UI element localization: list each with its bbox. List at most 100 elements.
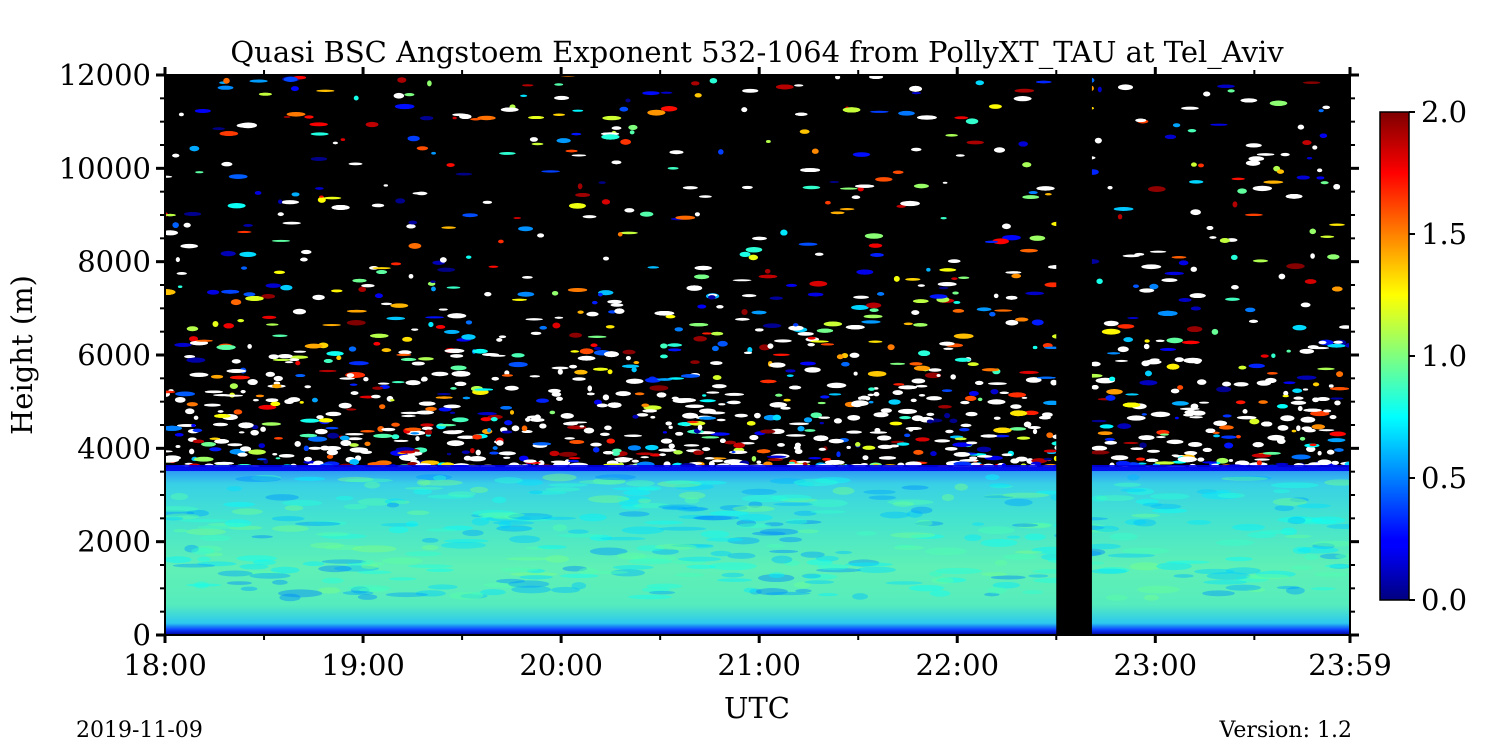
noise-speckle — [189, 448, 195, 455]
noise-speckle — [611, 451, 620, 456]
layer-cell — [786, 518, 808, 525]
noise-speckle — [1104, 437, 1115, 441]
layer-cell — [591, 570, 629, 574]
layer-cell — [1221, 476, 1268, 481]
layer-cell — [885, 581, 923, 585]
noise-speckle — [1224, 442, 1234, 449]
noise-speckle — [754, 412, 761, 419]
layer-cell — [321, 559, 367, 564]
layer-cell — [1297, 546, 1339, 554]
noise-speckle — [176, 272, 187, 275]
layer-cell — [1227, 475, 1272, 481]
noise-speckle — [1145, 370, 1152, 377]
noise-speckle — [604, 425, 612, 431]
noise-speckle — [1261, 421, 1273, 427]
noise-speckle — [818, 416, 831, 419]
noise-speckle — [500, 405, 513, 410]
noise-speckle — [1188, 180, 1204, 184]
layer-cell — [684, 497, 700, 504]
noise-speckle — [587, 335, 607, 339]
layer-cell — [1156, 562, 1192, 571]
noise-speckle — [437, 267, 456, 272]
layer-cell — [1286, 586, 1305, 595]
noise-speckle — [617, 232, 623, 237]
noise-speckle — [570, 350, 579, 353]
noise-speckle — [1219, 238, 1230, 243]
layer-cell — [1002, 492, 1050, 498]
noise-speckle — [217, 410, 224, 413]
noise-speckle — [189, 336, 199, 342]
noise-speckle — [751, 455, 757, 462]
noise-speckle — [590, 442, 602, 447]
plot-area — [165, 75, 1350, 635]
noise-speckle — [1101, 328, 1121, 335]
noise-speckle — [686, 420, 699, 424]
noise-speckle — [407, 461, 418, 466]
layer-cell — [320, 533, 367, 539]
noise-speckle — [395, 198, 406, 204]
noise-speckle — [1190, 306, 1201, 311]
noise-speckle — [1134, 252, 1145, 256]
layer-cell — [1121, 547, 1170, 555]
layer-cell — [321, 577, 344, 584]
noise-speckle — [1322, 105, 1331, 110]
noise-speckle — [1260, 354, 1269, 358]
noise-speckle — [926, 412, 935, 416]
noise-speckle — [180, 243, 198, 249]
noise-speckle — [523, 459, 537, 463]
noise-speckle — [1005, 319, 1019, 326]
layer-cell — [525, 546, 559, 550]
noise-speckle — [795, 460, 811, 464]
layer-cell — [1006, 535, 1021, 539]
noise-speckle — [968, 390, 979, 396]
noise-speckle — [586, 392, 595, 396]
layer-cell — [511, 585, 552, 594]
noise-speckle — [338, 402, 352, 409]
noise-speckle — [1245, 307, 1256, 313]
noise-speckle — [660, 106, 678, 112]
layer-cell — [390, 500, 410, 505]
noise-speckle — [1327, 343, 1346, 348]
noise-speckle — [981, 368, 999, 372]
noise-speckle — [960, 400, 970, 405]
noise-speckle — [1205, 428, 1216, 434]
layer-cell — [173, 528, 188, 533]
noise-speckle — [1025, 291, 1045, 296]
noise-speckle — [939, 268, 957, 272]
noise-speckle — [597, 292, 603, 297]
noise-speckle — [708, 295, 716, 300]
layer-cell — [361, 559, 375, 565]
layer-cell — [1203, 579, 1248, 585]
layer-cell — [231, 508, 263, 515]
noise-speckle — [250, 429, 259, 436]
noise-speckle — [462, 396, 471, 400]
noise-speckle — [1187, 326, 1203, 333]
noise-speckle — [734, 317, 750, 321]
noise-speckle — [694, 265, 712, 271]
layer-cell — [346, 562, 372, 566]
noise-speckle — [591, 300, 598, 305]
layer-cell — [1284, 534, 1312, 539]
noise-speckle — [742, 88, 759, 93]
y-tick-label: 0 — [133, 618, 151, 652]
noise-speckle — [213, 394, 232, 397]
noise-speckle — [273, 375, 283, 382]
noise-speckle — [480, 417, 492, 422]
layer-cell — [1292, 546, 1311, 555]
layer-cell — [769, 478, 807, 484]
layer-cell — [226, 581, 253, 585]
noise-speckle — [845, 324, 865, 330]
x-tick-label: 18:00 — [123, 648, 207, 682]
layer-cell — [796, 481, 815, 487]
noise-speckle — [836, 451, 841, 458]
noise-speckle — [1327, 254, 1340, 260]
noise-speckle — [1016, 436, 1031, 440]
noise-speckle — [272, 334, 288, 337]
noise-speckle — [165, 230, 179, 236]
layer-cell — [1173, 574, 1194, 578]
noise-speckle — [938, 405, 952, 409]
noise-speckle — [381, 348, 392, 353]
noise-speckle — [1038, 415, 1051, 420]
noise-speckle — [944, 412, 951, 419]
y-tick-label: 12000 — [59, 58, 151, 92]
